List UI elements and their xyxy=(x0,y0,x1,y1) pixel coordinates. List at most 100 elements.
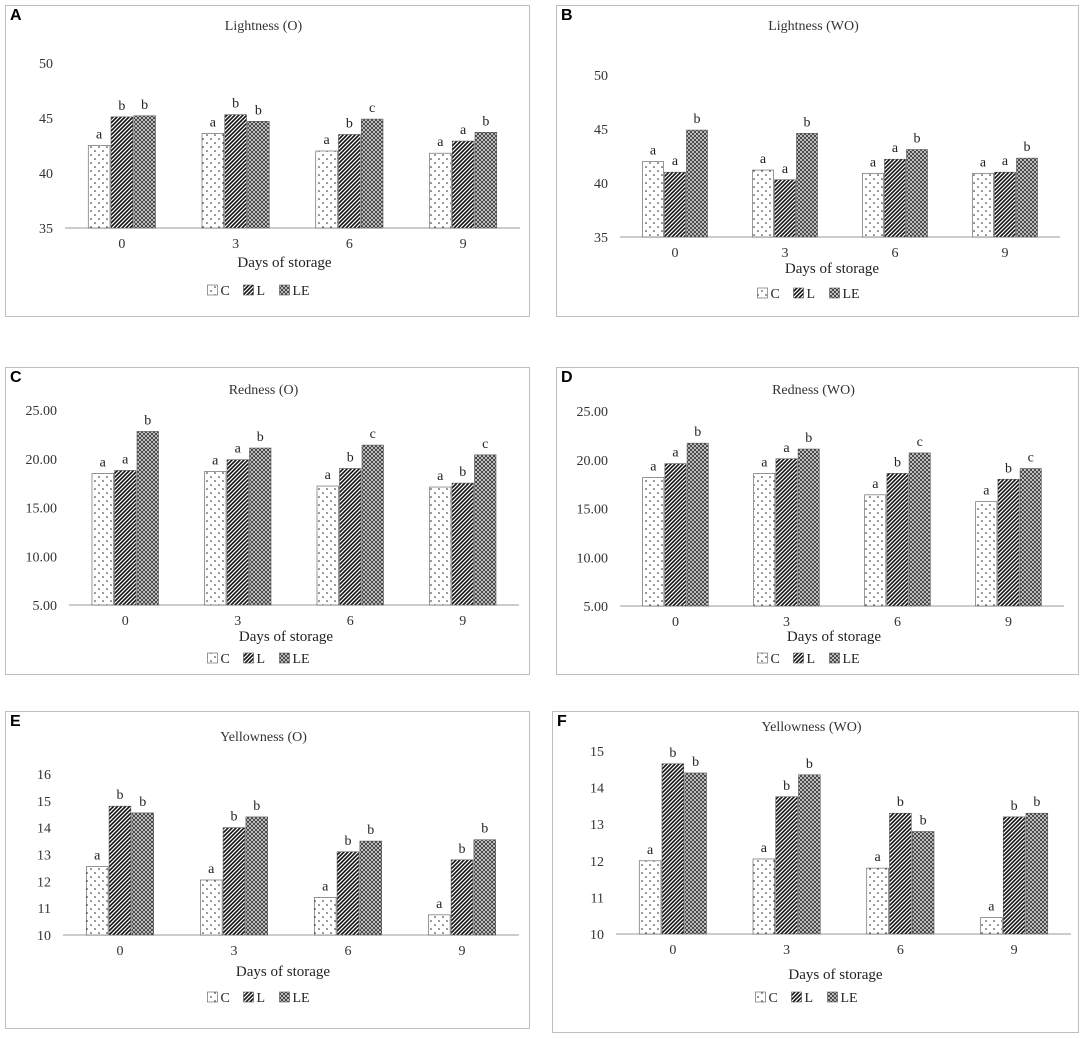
x-tick-label: 9 xyxy=(1002,246,1009,261)
significance-letter: b xyxy=(897,795,904,810)
significance-letter: a xyxy=(650,143,657,158)
bar-l-day-0 xyxy=(661,763,685,935)
significance-letter: b xyxy=(804,115,811,130)
x-tick-label: 0 xyxy=(672,615,679,630)
bar-l-day-0 xyxy=(108,805,132,936)
significance-letter: a xyxy=(875,850,882,865)
significance-letter: b xyxy=(1024,140,1031,155)
significance-letter: b xyxy=(346,117,353,132)
significance-letter: b xyxy=(894,455,901,470)
legend-swatch-le xyxy=(829,652,840,664)
bar-le-day-9 xyxy=(474,132,498,229)
chart-frame xyxy=(5,5,530,317)
y-tick-label: 25.00 xyxy=(577,405,609,420)
chart-panel-c: C Redness (O) 5.00 10.00 15.00 20.00 25.00 a a b 0… xyxy=(5,367,530,675)
bar-c-day-9 xyxy=(980,917,1003,935)
legend-label-le: LE xyxy=(293,284,310,299)
x-axis-label: Days of storage xyxy=(788,967,882,983)
significance-letter: b xyxy=(255,103,262,118)
bar-c-day-6 xyxy=(866,867,889,935)
bar-le-day-9 xyxy=(1025,812,1049,935)
y-tick-label: 12 xyxy=(590,855,604,870)
bar-le-day-0 xyxy=(684,772,707,935)
y-tick-label: 10.00 xyxy=(577,551,609,566)
significance-letter: b xyxy=(694,112,701,127)
legend-swatch-l xyxy=(793,287,804,299)
x-tick-label: 6 xyxy=(897,943,904,958)
bar-c-day-0 xyxy=(87,145,111,229)
y-tick-label: 15 xyxy=(37,795,51,810)
chart-svg: Redness (WO)5.0010.0015.0020.0025.00aab0… xyxy=(556,367,1079,675)
x-tick-label: 0 xyxy=(672,246,679,261)
legend-label-c: C xyxy=(771,287,780,302)
bar-le-day-6 xyxy=(359,840,382,936)
x-tick-label: 0 xyxy=(117,944,124,959)
chart-panel-b: B Lightness (WO) 35 40 45 50 a a b 0 a a b 3 a a b 6 a a b 9 D… xyxy=(556,5,1079,317)
bar-le-day-0 xyxy=(136,431,159,606)
bar-l-day-0 xyxy=(664,171,686,238)
legend-label-le: LE xyxy=(843,287,860,302)
significance-letter: b xyxy=(232,97,239,112)
legend-swatch-c xyxy=(207,652,218,664)
legend-swatch-le xyxy=(279,652,290,664)
chart-frame xyxy=(556,367,1079,675)
x-axis-label: Days of storage xyxy=(787,629,881,645)
bar-le-day-6 xyxy=(361,444,384,606)
bar-l-day-0 xyxy=(110,116,134,229)
panel-letter: E xyxy=(10,713,21,730)
legend-swatch-l xyxy=(243,652,254,664)
x-tick-label: 6 xyxy=(346,237,353,252)
significance-letter: a xyxy=(988,900,995,915)
x-tick-label: 0 xyxy=(122,614,129,629)
significance-letter: a xyxy=(437,135,444,150)
bar-l-day-6 xyxy=(336,851,360,936)
legend-label-l: L xyxy=(257,652,266,667)
y-tick-label: 5.00 xyxy=(584,600,609,615)
bar-c-day-3 xyxy=(752,858,776,935)
x-tick-label: 3 xyxy=(782,246,789,261)
bar-c-day-9 xyxy=(972,172,994,238)
y-tick-label: 11 xyxy=(38,902,51,917)
bar-le-day-9 xyxy=(1016,157,1038,238)
legend-label-l: L xyxy=(807,287,816,302)
bar-c-day-6 xyxy=(864,494,887,607)
significance-letter: b xyxy=(481,822,488,837)
chart-panel-e: E Yellowness (O) 10 11 12 13 14 15 16 a b b 0 a b b 3 a b b… xyxy=(5,711,530,1029)
y-tick-label: 20.00 xyxy=(26,453,58,468)
significance-letter: a xyxy=(460,123,467,138)
legend-swatch-c xyxy=(757,287,768,299)
significance-letter: a xyxy=(783,441,790,456)
legend-swatch-c xyxy=(207,991,218,1003)
y-tick-label: 40 xyxy=(594,177,608,192)
bar-l-day-3 xyxy=(775,458,798,607)
significance-letter: a xyxy=(761,455,768,470)
chart-title: Yellowness (O) xyxy=(220,730,307,745)
significance-letter: b xyxy=(257,430,264,445)
y-tick-label: 10 xyxy=(590,928,604,943)
x-tick-label: 3 xyxy=(234,614,241,629)
bar-le-day-0 xyxy=(133,115,156,229)
bar-l-day-6 xyxy=(884,158,906,238)
legend-label-l: L xyxy=(807,652,816,667)
x-axis-label: Days of storage xyxy=(239,629,333,645)
significance-letter: b xyxy=(347,451,354,466)
y-tick-label: 45 xyxy=(594,123,608,138)
chart-title: Lightness (O) xyxy=(225,19,303,34)
bar-le-day-3 xyxy=(245,816,268,936)
bar-le-day-9 xyxy=(1019,468,1042,607)
significance-letter: a xyxy=(208,862,215,877)
legend-swatch-le xyxy=(279,284,290,296)
bar-c-day-6 xyxy=(315,150,338,229)
bar-l-day-9 xyxy=(994,171,1016,238)
significance-letter: b xyxy=(482,114,489,129)
significance-letter: b xyxy=(669,746,676,761)
legend-label-c: C xyxy=(769,991,778,1006)
y-tick-label: 40 xyxy=(39,167,53,182)
bar-c-day-6 xyxy=(862,172,884,238)
bar-c-day-3 xyxy=(753,473,776,607)
y-tick-label: 50 xyxy=(39,57,53,72)
significance-letter: a xyxy=(94,849,101,864)
significance-letter: b xyxy=(1033,795,1040,810)
bar-le-day-3 xyxy=(247,121,270,229)
